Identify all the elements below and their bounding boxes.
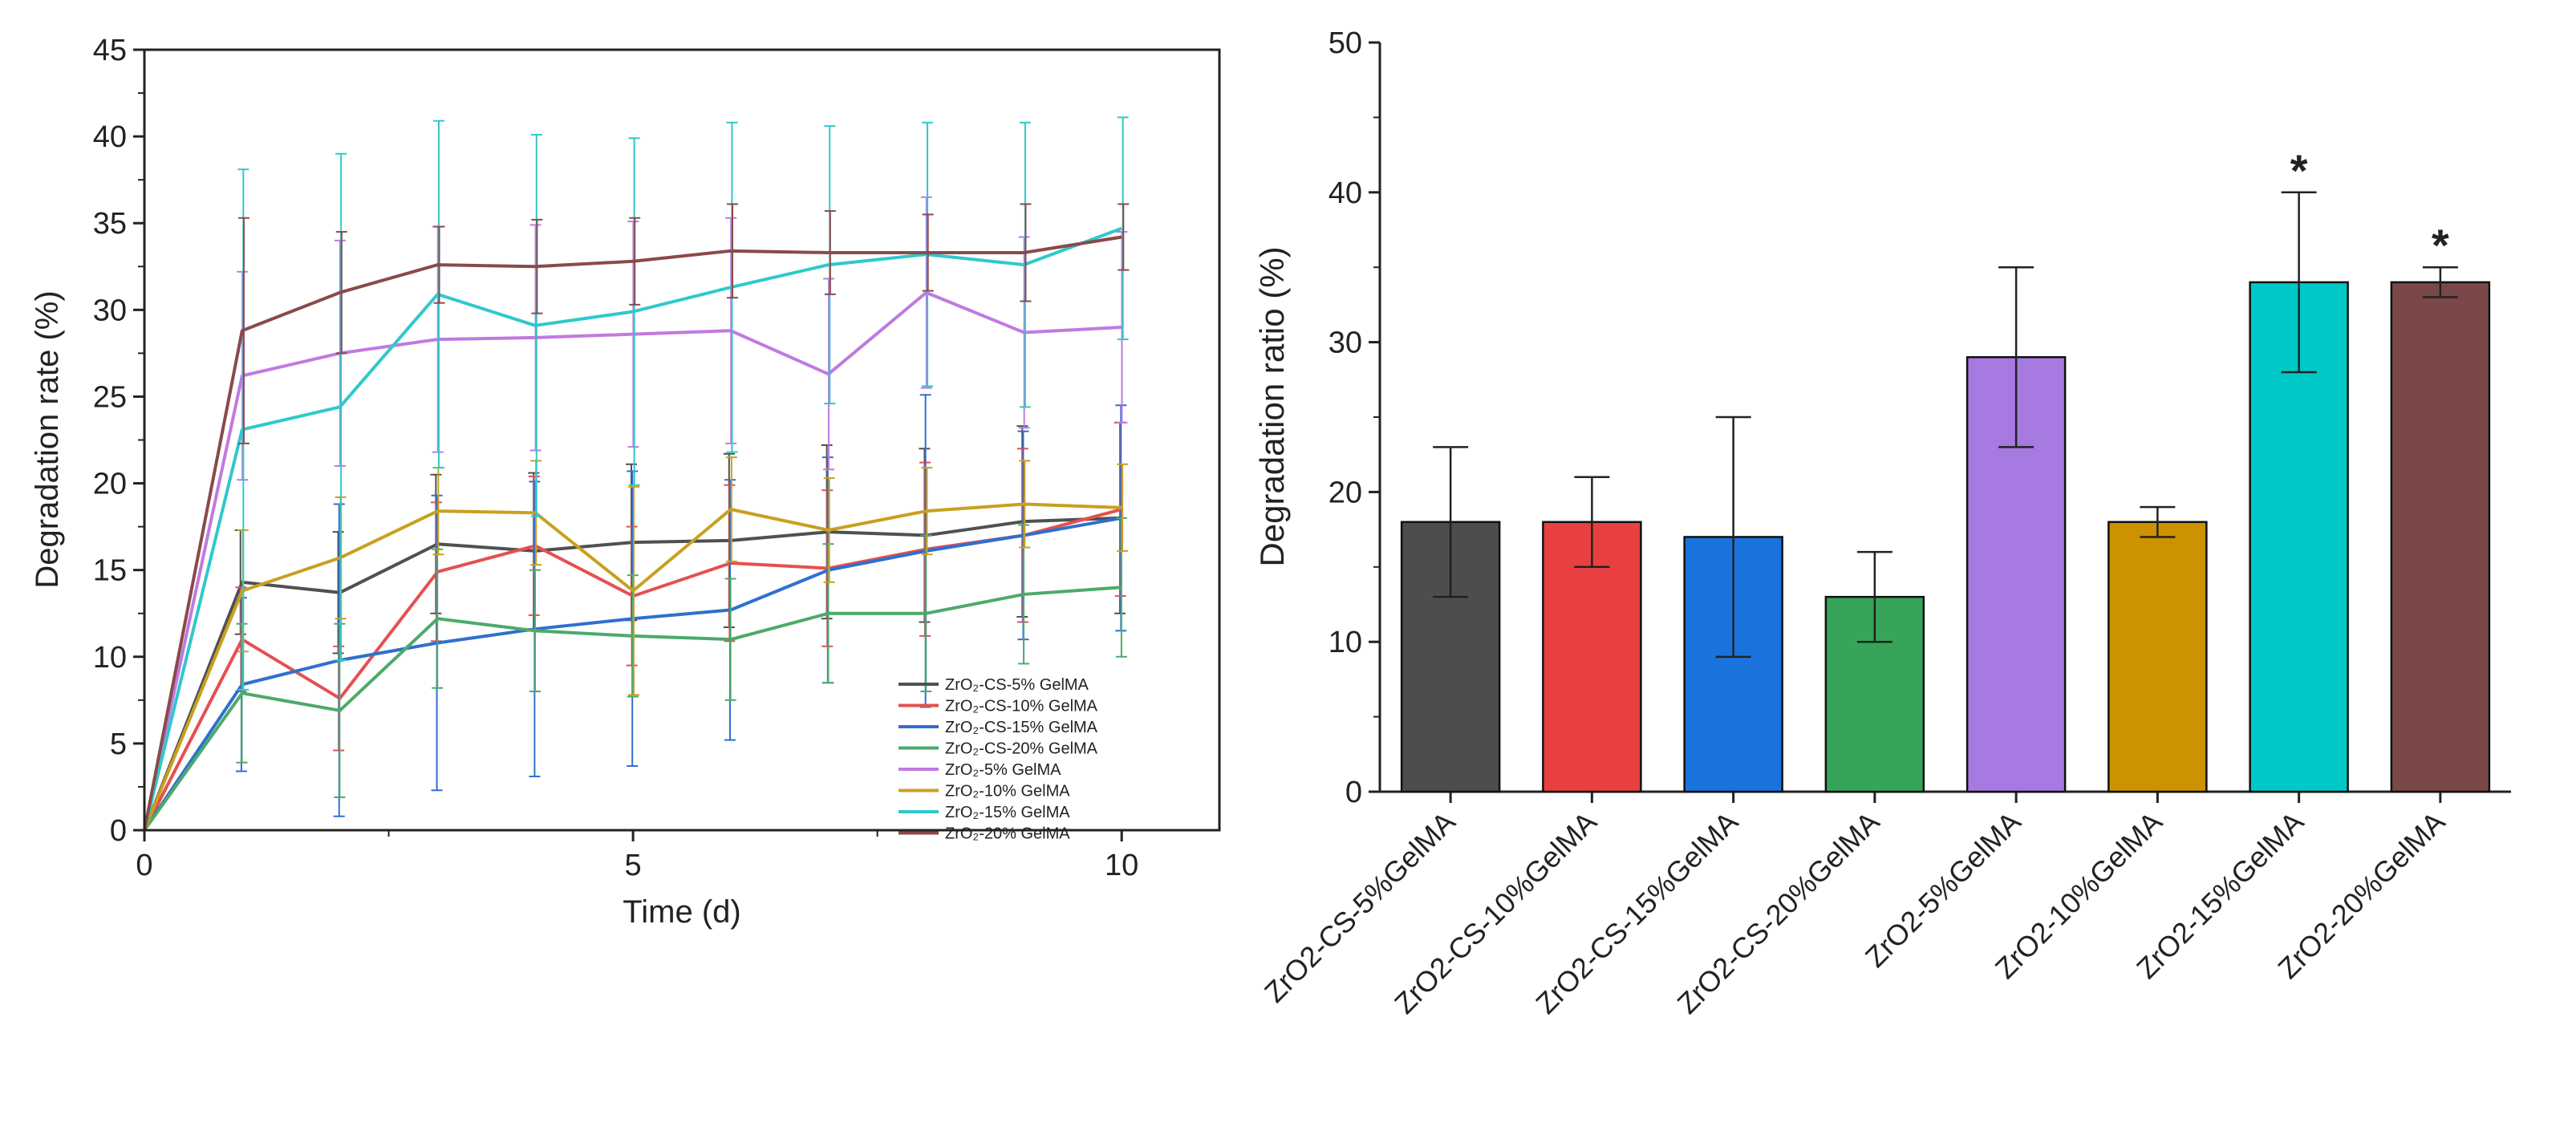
y-tick-label: 50	[1329, 26, 1362, 60]
legend-label: ZrO₂-CS-5% GelMA	[945, 676, 1089, 694]
bar	[2390, 281, 2491, 793]
line-series	[143, 517, 1127, 832]
y-tick-label: 30	[93, 294, 127, 327]
significance-annotation: *	[2290, 145, 2308, 196]
legend-label: ZrO₂-20% GelMA	[945, 825, 1070, 843]
legend-label: ZrO₂-15% GelMA	[945, 804, 1070, 821]
line-chart-frame	[143, 48, 1221, 832]
y-tick-label: 40	[93, 120, 127, 154]
y-tick-label: 15	[93, 554, 127, 588]
y-tick-label: 20	[1329, 476, 1362, 509]
legend-label: ZrO₂-5% GelMA	[945, 761, 1061, 779]
y-tick-label: 10	[93, 641, 127, 675]
legend-label: ZrO₂-CS-10% GelMA	[945, 698, 1098, 715]
y-tick-label: 0	[110, 814, 127, 848]
x-tick-label: 10	[1105, 849, 1138, 882]
y-tick-label: 45	[93, 34, 127, 67]
series-line	[143, 226, 1122, 831]
x-tick-label: 5	[625, 849, 642, 882]
y-tick-label: 0	[1345, 776, 1362, 809]
y-tick-label: 40	[1329, 176, 1362, 210]
bar-chart: 01020304050ZrO2-CS-5%GelMAZrO2-CS-10%Gel…	[1253, 26, 2511, 1020]
legend-label: ZrO₂-CS-20% GelMA	[945, 740, 1098, 758]
significance-annotation: *	[2432, 220, 2449, 270]
bar-chart-y-axis-label: Degradation ratio (%)	[1253, 246, 1291, 566]
y-tick-label: 35	[93, 207, 127, 241]
bar	[2107, 521, 2208, 793]
series-line	[143, 502, 1122, 831]
y-tick-label: 5	[110, 728, 127, 761]
line-chart-y-axis-label: Degradation rate (%)	[30, 290, 65, 588]
line-series	[143, 203, 1130, 831]
y-tick-label: 25	[93, 380, 127, 414]
line-series	[143, 116, 1129, 831]
series-line	[143, 235, 1122, 831]
legend-label: ZrO₂-CS-15% GelMA	[945, 719, 1098, 736]
line-chart-legend: ZrO₂-CS-5% GelMA ZrO₂-CS-10% GelMA ZrO₂-CS…	[899, 676, 1098, 843]
legend-label: ZrO₂-10% GelMA	[945, 783, 1070, 801]
y-tick-label: 10	[1329, 626, 1362, 659]
line-series	[143, 196, 1128, 831]
y-tick-label: 20	[93, 468, 127, 501]
y-tick-label: 30	[1329, 326, 1362, 360]
x-tick-label: 0	[136, 849, 152, 882]
series-line	[143, 290, 1122, 831]
line-chart-x-axis-label: Time (d)	[623, 894, 740, 930]
line-chart: 0 5 10 15 20 25 30 35 40 45 0 5 10 Time (d) Degradat…	[30, 34, 1221, 930]
